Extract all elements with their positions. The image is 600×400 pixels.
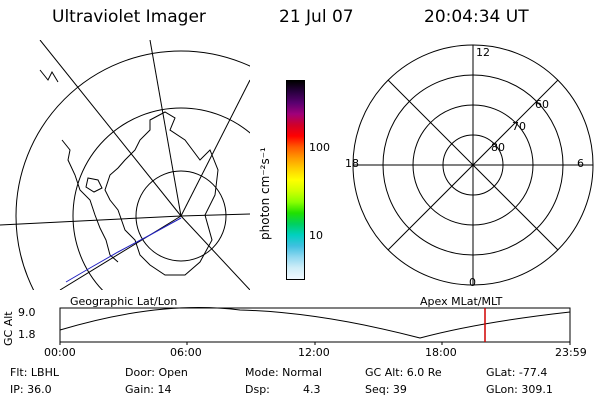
- lat-circle-mid: [72, 107, 250, 290]
- meridian-5: [180, 213, 250, 217]
- coastline-peninsula: [61, 139, 119, 263]
- meridian-2: [149, 40, 182, 217]
- altitude-plot-frame: [59, 307, 571, 343]
- info-gain: Gain: 14: [125, 383, 172, 396]
- info-glon: GLon: 309.1: [486, 383, 553, 396]
- meridian-3: [180, 79, 250, 217]
- mlt-label-6: 6: [577, 157, 584, 170]
- mlt-label-12: 12: [476, 46, 490, 59]
- meridian-1: [39, 40, 182, 217]
- info-ip: IP: 36.0: [10, 383, 52, 396]
- info-mode: Mode: Normal: [245, 366, 322, 379]
- meridian-7: [180, 215, 250, 290]
- right-map-caption: Apex MLat/MLT: [420, 295, 503, 308]
- colorbar-tick-100: 100: [309, 141, 330, 154]
- altitude-ytick-9: 9.0: [18, 306, 36, 319]
- info-filter: Flt: LBHL: [10, 366, 59, 379]
- colorbar-tick-10: 10: [309, 229, 323, 242]
- date: 21 Jul 07: [279, 7, 354, 27]
- altitude-xtick-2359: 23:59: [555, 346, 587, 359]
- title: Ultraviolet Imager: [52, 7, 206, 27]
- info-dsp-label: Dsp:: [245, 383, 270, 396]
- altitude-xtick-00: 00:00: [44, 346, 76, 359]
- altitude-curve: [59, 307, 571, 339]
- mlt-label-0: 0: [469, 276, 476, 289]
- altitude-xtick-06: 06:00: [170, 346, 202, 359]
- mlat-label-60: 60: [535, 98, 549, 111]
- mlat-label-70: 70: [512, 120, 526, 133]
- info-door: Door: Open: [125, 366, 188, 379]
- altitude-xtick-18: 18:00: [425, 346, 457, 359]
- altitude-ytick-1-8: 1.8: [18, 328, 36, 341]
- island: [85, 177, 103, 193]
- info-seq: Seq: 39: [365, 383, 407, 396]
- coastline-antarctica: [104, 111, 219, 276]
- info-gc-alt: GC Alt: 6.0 Re: [365, 366, 442, 379]
- time: 20:04:34 UT: [424, 7, 529, 27]
- lat-circle-inner: [135, 170, 227, 262]
- left-map-caption: Geographic Lat/Lon: [70, 295, 178, 308]
- colorbar: [286, 80, 305, 280]
- mlt-line-diag-2: [387, 79, 559, 251]
- lat-circle-outer: [15, 50, 250, 290]
- altitude-ylabel: GC Alt: [2, 311, 15, 346]
- mlt-label-18: 18: [345, 157, 359, 170]
- info-dsp-value: 4.3: [303, 383, 321, 396]
- altitude-xtick-12: 12:00: [298, 346, 330, 359]
- mlat-label-80: 80: [491, 141, 505, 154]
- meridian-6: [59, 215, 182, 290]
- coastline-south-america: [39, 69, 59, 83]
- meridian-4: [0, 215, 182, 226]
- info-glat: GLat: -77.4: [486, 366, 548, 379]
- satellite-track: [65, 217, 182, 283]
